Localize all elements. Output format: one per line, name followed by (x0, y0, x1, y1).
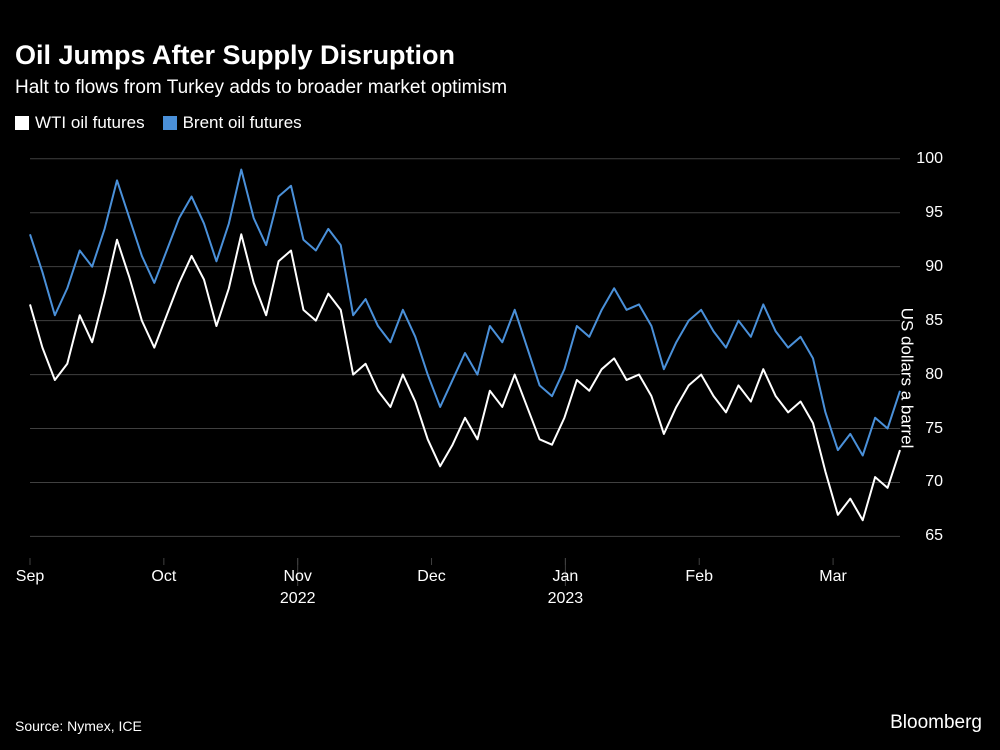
y-tick-label: 90 (925, 258, 943, 276)
legend-label-brent: Brent oil futures (183, 113, 302, 133)
y-tick-label: 80 (925, 366, 943, 384)
bloomberg-watermark: Bloomberg (890, 712, 982, 734)
chart-container: Oil Jumps After Supply Disruption Halt t… (0, 0, 1000, 750)
x-tick-label: Dec (417, 568, 445, 586)
legend-item-brent: Brent oil futures (163, 113, 302, 133)
chart-title: Oil Jumps After Supply Disruption (15, 40, 985, 71)
y-tick-label: 95 (925, 204, 943, 222)
legend-marker-brent (163, 116, 177, 130)
x-tick-label: Oct (151, 568, 176, 586)
y-tick-label: 100 (916, 150, 943, 168)
chart-svg (15, 143, 975, 613)
y-tick-label: 65 (925, 527, 943, 545)
plot-area: 65 70 75 80 85 90 95 100 Sep Oct Nov Dec Jan Feb Mar 2… (15, 143, 975, 613)
x-tick-label: Nov (283, 568, 311, 586)
y-tick-label: 85 (925, 312, 943, 330)
x-tick-label: Mar (819, 568, 847, 586)
legend-label-wti: WTI oil futures (35, 113, 145, 133)
chart-legend: WTI oil futures Brent oil futures (15, 113, 985, 133)
y-tick-label: 75 (925, 420, 943, 438)
y-tick-label: 70 (925, 473, 943, 491)
legend-marker-wti (15, 116, 29, 130)
legend-item-wti: WTI oil futures (15, 113, 145, 133)
x-tick-label: Sep (16, 568, 44, 586)
x-year-label: 2022 (280, 590, 316, 608)
x-year-label: 2023 (548, 590, 584, 608)
x-tick-label: Feb (685, 568, 713, 586)
chart-subtitle: Halt to flows from Turkey adds to broade… (15, 77, 985, 99)
y-axis-label: US dollars a barrel (897, 308, 917, 449)
x-tick-label: Jan (552, 568, 578, 586)
chart-source: Source: Nymex, ICE (15, 718, 142, 734)
